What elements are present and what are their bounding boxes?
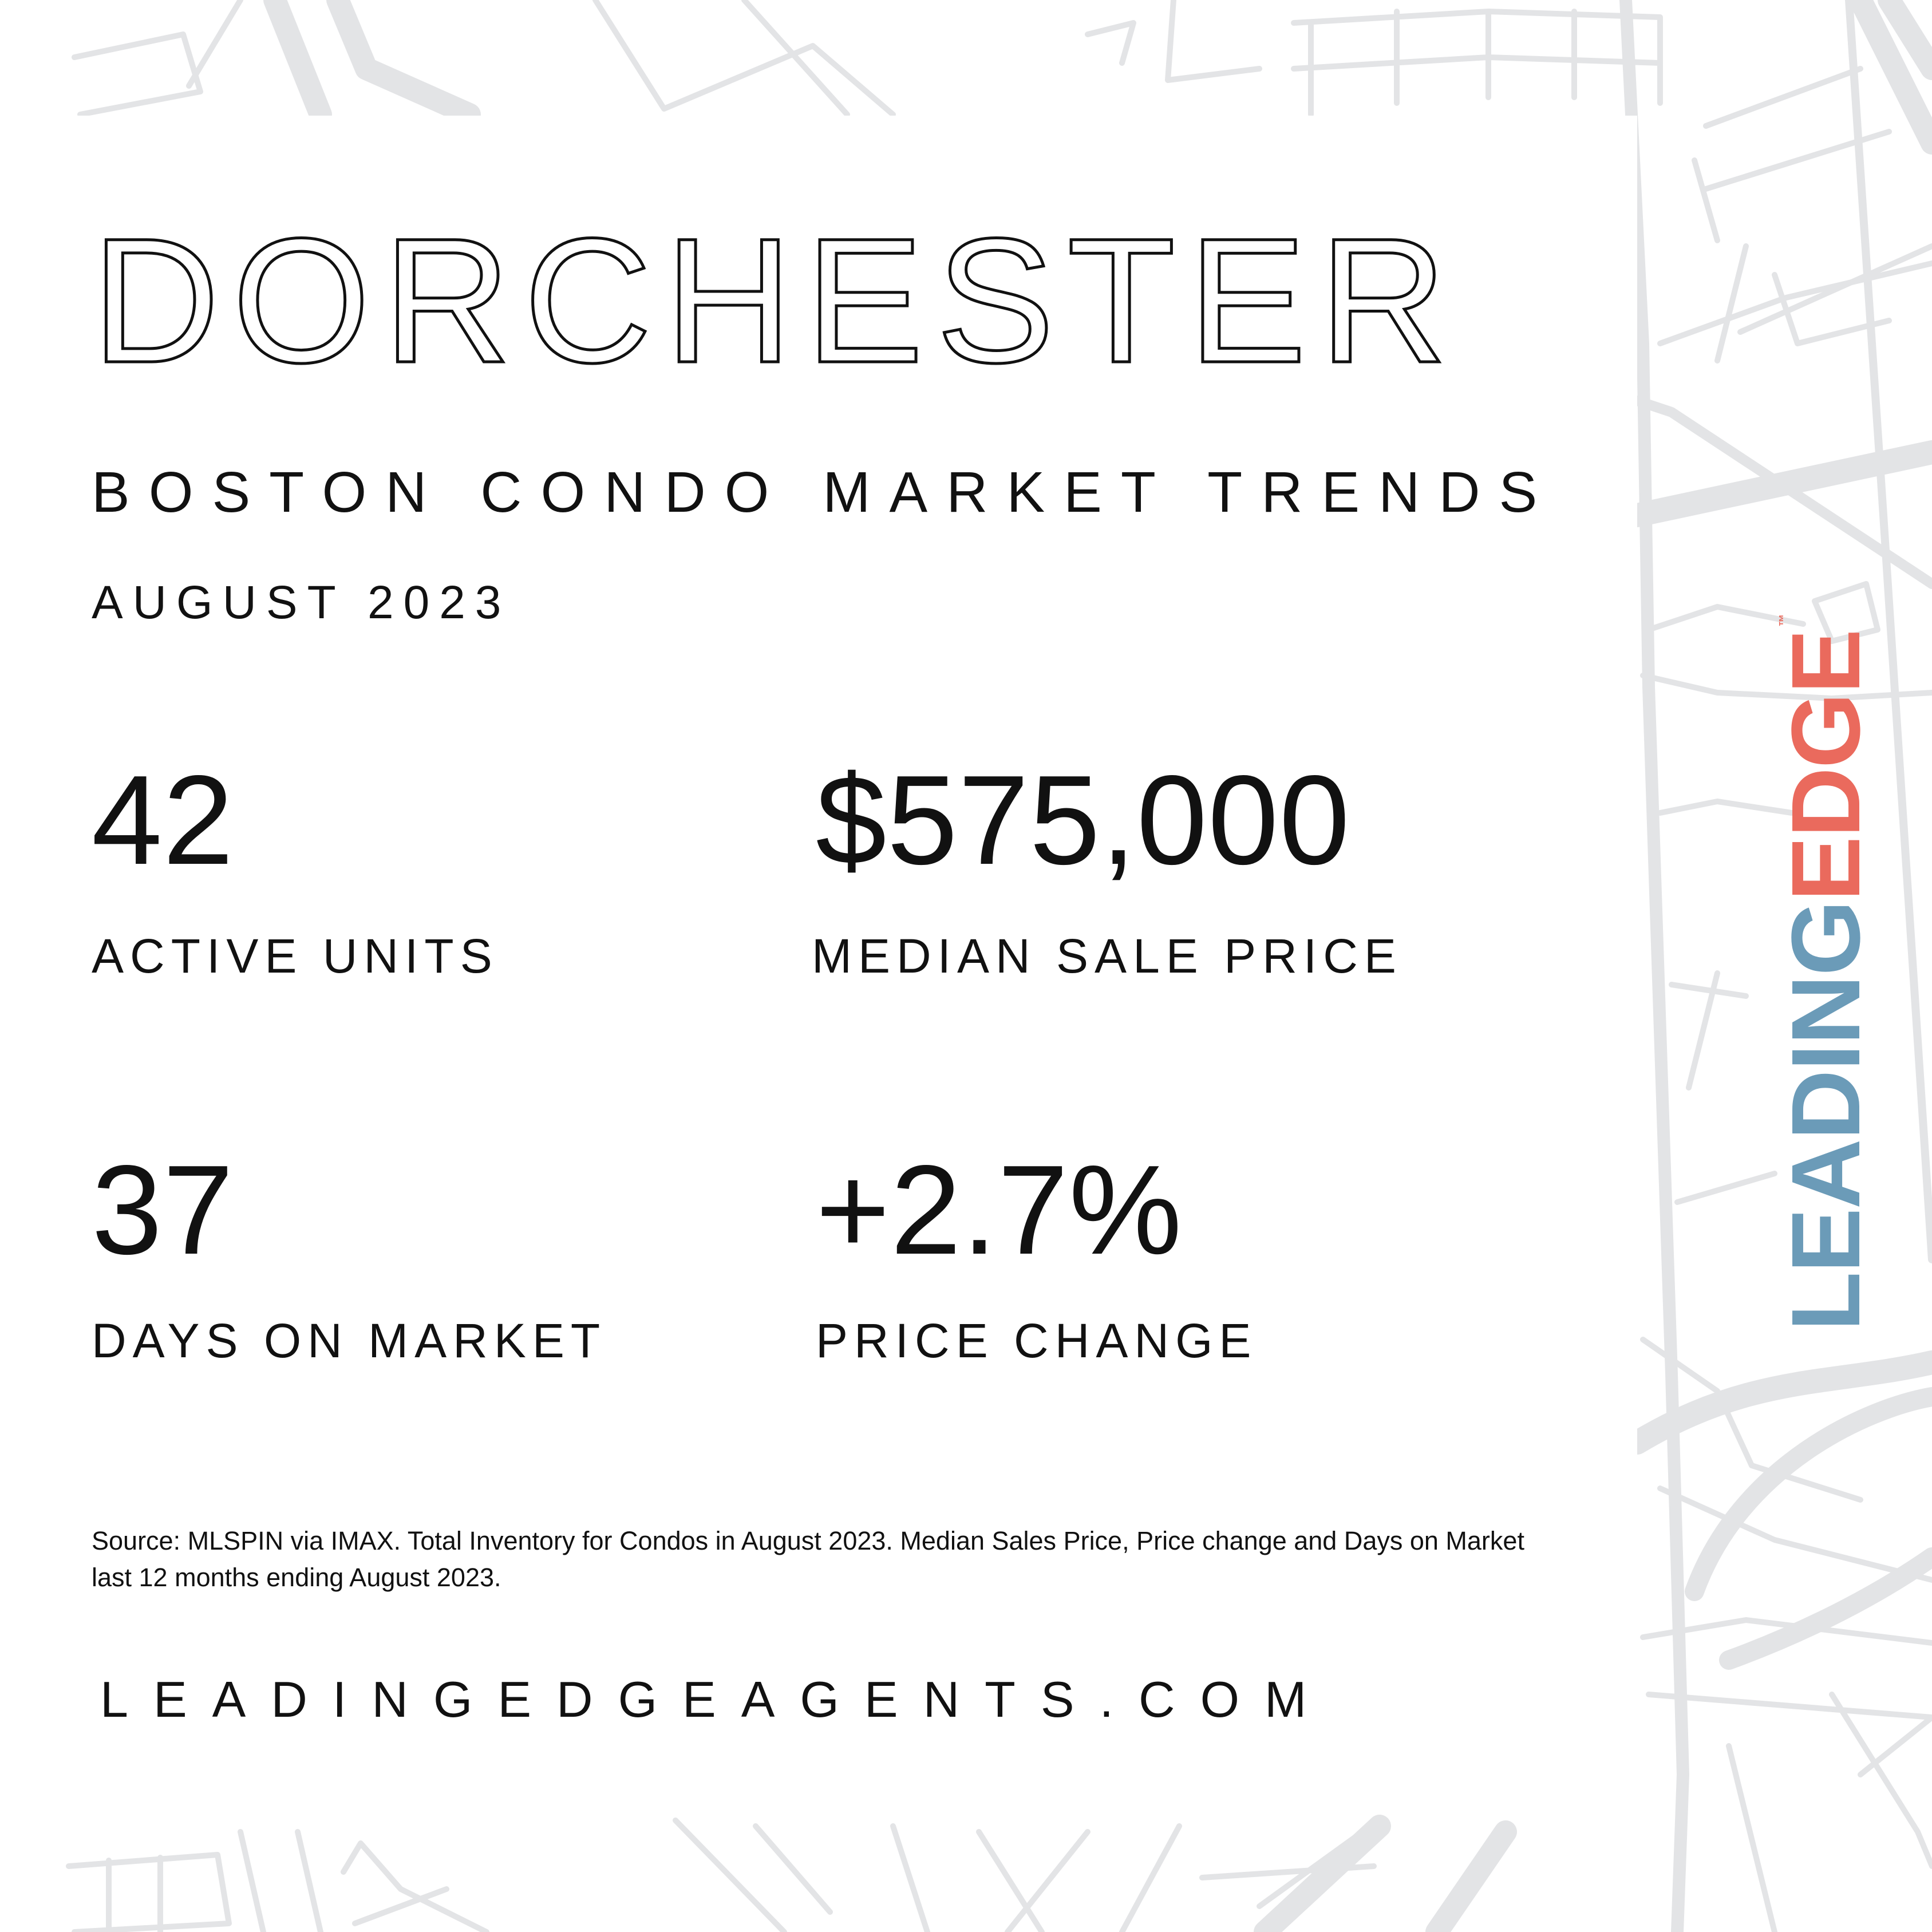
source-note: Source: MLSPIN via IMAX. Total Inventory… (92, 1526, 1524, 1592)
active-units-value: 42 (92, 749, 234, 891)
content-card (74, 116, 1637, 1815)
median-sale-price-label: MEDIAN SALE PRICE (812, 929, 1402, 983)
price-change-label: PRICE CHANGE (816, 1314, 1258, 1368)
days-on-market-value: 37 (92, 1139, 234, 1281)
price-change-value: +2.7% (816, 1139, 1183, 1281)
website-link[interactable]: LEADINGEDGEAGENTS.COM (100, 1671, 1332, 1728)
neighborhood-title: DORCHESTER (90, 201, 1460, 400)
median-sale-price-value: $575,000 (816, 749, 1350, 891)
days-on-market-label: DAYS ON MARKET (92, 1314, 607, 1368)
active-units-label: ACTIVE UNITS (92, 929, 499, 983)
report-period: AUGUST 2023 (92, 576, 511, 629)
report-subtitle: BOSTON CONDO MARKET TRENDS (92, 460, 1556, 524)
leading-edge-logo: LEADINGEDGE ™ (1772, 615, 1880, 1332)
trademark-symbol: ™ (1776, 615, 1791, 627)
logo-text-edge: EDGE (1772, 630, 1880, 902)
logo-text-leading: LEADING (1772, 901, 1880, 1332)
